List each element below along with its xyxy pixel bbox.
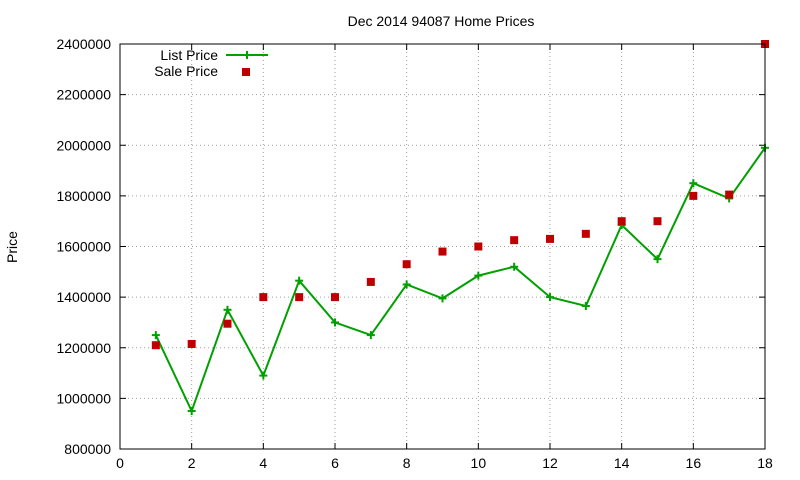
list-price-point [581,301,590,310]
sale-price-point [187,339,196,348]
sale-price-point [474,242,483,251]
y-tick-label: 800000 [64,441,111,457]
y-axis-label: Price [4,231,20,263]
y-tick-label: 2200000 [56,87,111,103]
legend-label-list-price: List Price [160,47,218,63]
sale-price-point [151,341,160,350]
x-tick-label: 6 [331,455,339,471]
x-tick-label: 14 [614,455,630,471]
x-tick-label: 8 [403,455,411,471]
y-tick-label: 1600000 [56,239,111,255]
list-price-point [653,255,662,264]
y-tick-label: 1800000 [56,188,111,204]
sale-price-point [581,229,590,238]
x-tick-label: 16 [686,455,702,471]
y-tick-labels: 800000 1000000 1200000 1400000 1600000 180000… [56,36,111,457]
sale-price-point [725,190,734,199]
sale-price-point [402,260,411,269]
list-price-point [438,294,447,303]
plot-frame [119,43,766,450]
list-price-point [331,318,339,327]
list-price-point [151,331,160,340]
y-tick-label: 1000000 [56,390,111,406]
x-tick-labels: 0 2 4 6 8 10 12 14 16 18 [116,455,773,471]
list-price-point [689,179,698,188]
list-price-point [259,371,268,380]
x-tick-label: 18 [757,455,773,471]
sale-price-point [689,191,698,200]
list-price-point [402,280,411,289]
x-tick-label: 10 [471,455,487,471]
y-tick-label: 1400000 [56,289,111,305]
sale-price-point [295,293,304,302]
y-tick-label: 1200000 [56,340,111,356]
x-tick-label: 4 [259,455,267,471]
sale-price-point [223,319,232,328]
sale-price-point [259,293,268,302]
legend-marker-sale-price [242,68,250,76]
list-price-point [187,407,196,416]
list-price-point [474,271,483,280]
x-tick-label: 12 [542,455,558,471]
list-price-point [366,331,375,340]
x-tick-label: 2 [188,455,196,471]
legend: List Price Sale Price [154,47,268,79]
chart-title: Dec 2014 94087 Home Prices [348,13,535,29]
sale-price-point [366,277,375,286]
sale-price-point [617,217,626,226]
sale-price-point [546,234,554,243]
legend-label-sale-price: Sale Price [154,63,218,79]
list-price-point [223,305,232,314]
y-tick-label: 2000000 [56,137,111,153]
legend-sample-sale-price [242,68,250,76]
sale-price-point [331,293,339,302]
legend-sample-list-price [226,51,268,59]
series-layer [151,40,769,416]
sale-price-point [438,247,447,256]
sale-price-point [653,217,662,226]
x-tick-label: 0 [116,455,124,471]
list-price-point [546,293,554,302]
list-price-point [510,262,519,271]
sale-price-point [510,236,519,245]
list-price-point [295,276,304,285]
list-price-line [154,147,766,414]
legend-marker-list-price [243,51,251,59]
grid [120,44,765,449]
y-tick-label: 2400000 [56,36,111,52]
